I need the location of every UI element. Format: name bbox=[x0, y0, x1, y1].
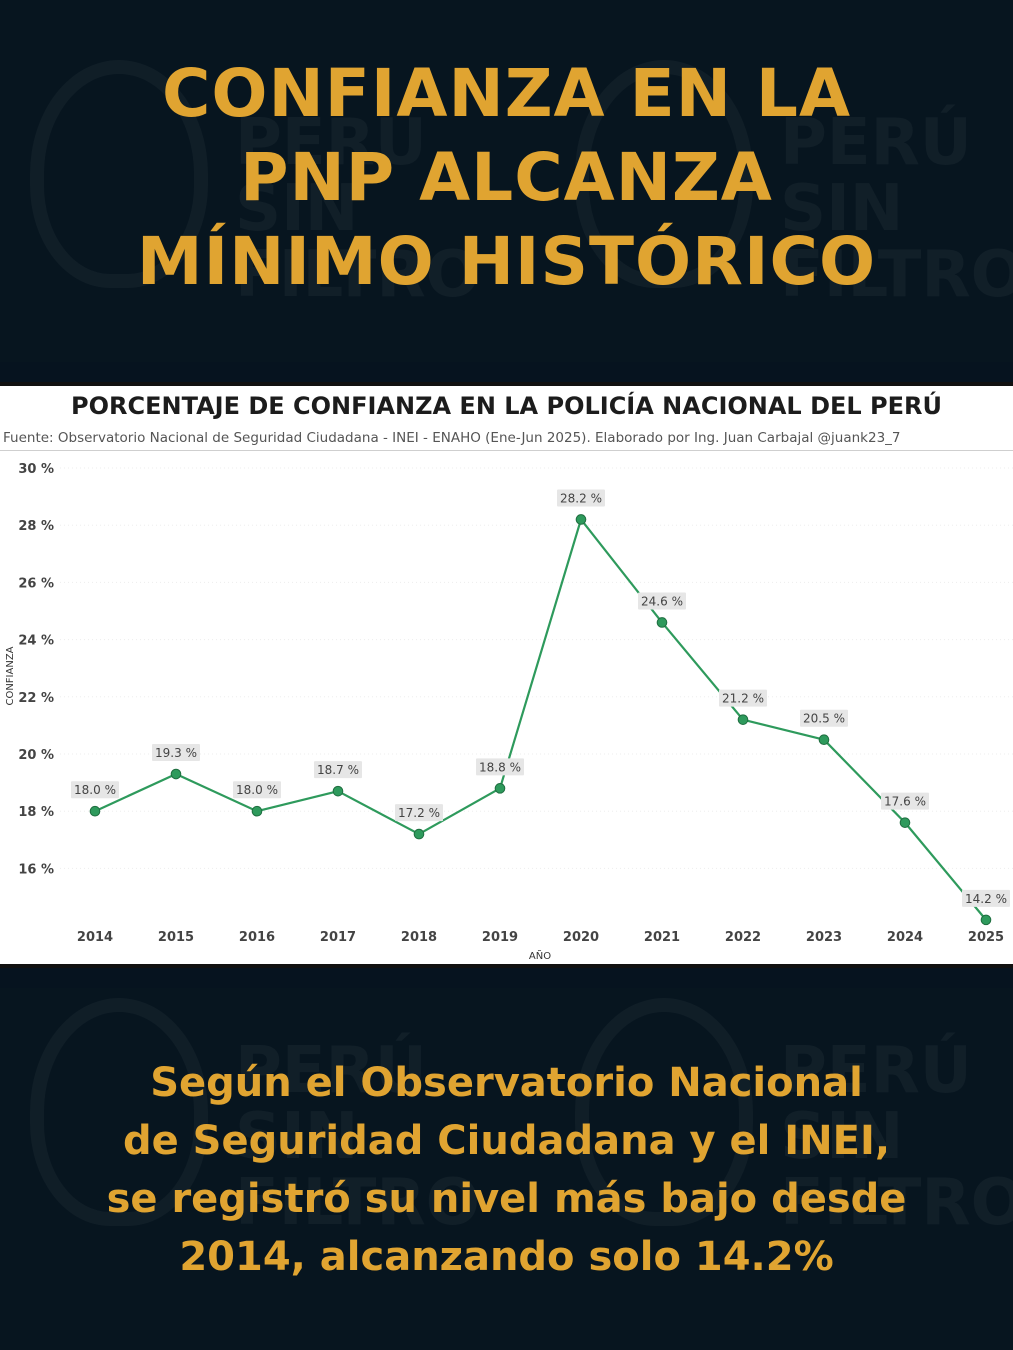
data-point bbox=[332, 785, 344, 797]
data-label: 18.0 % bbox=[74, 783, 116, 797]
y-axis-label: CONFIANZA bbox=[5, 646, 16, 705]
data-label: 18.8 % bbox=[479, 760, 521, 774]
data-point bbox=[170, 768, 182, 780]
data-label: 19.3 % bbox=[155, 746, 197, 760]
y-tick-label: 16 % bbox=[18, 862, 54, 877]
watermark-logo-left: PERÚ SIN FILTRO bbox=[235, 110, 480, 308]
data-label-bg bbox=[314, 761, 362, 779]
data-label: 24.6 % bbox=[641, 594, 683, 608]
data-label-bg bbox=[800, 709, 848, 727]
data-label-bg bbox=[395, 804, 443, 822]
data-label: 14.2 % bbox=[965, 892, 1007, 906]
y-tick-label: 22 % bbox=[18, 691, 54, 706]
x-tick-label: 2020 bbox=[563, 930, 599, 945]
caption-line-3: se registró su nivel más bajo desde bbox=[106, 1176, 907, 1222]
data-label-bg bbox=[71, 781, 119, 799]
data-label-bg bbox=[233, 781, 281, 799]
headline-line-1: CONFIANZA EN LA bbox=[161, 55, 852, 132]
x-tick-label: 2017 bbox=[320, 930, 356, 945]
watermark-logo-right-bottom: PERÚ SIN FILTRO bbox=[780, 1038, 1013, 1236]
watermark-logo-right: PERÚ SIN FILTRO bbox=[780, 110, 1013, 308]
x-tick-label: 2015 bbox=[158, 930, 194, 945]
caption-line-2: de Seguridad Ciudadana y el INEI, bbox=[122, 1118, 891, 1164]
data-label-bg bbox=[152, 744, 200, 762]
source-divider bbox=[0, 450, 1013, 451]
x-tick-label: 2021 bbox=[644, 930, 680, 945]
data-label: 20.5 % bbox=[803, 712, 845, 726]
headline-line-3: MÍNIMO HISTÓRICO bbox=[136, 223, 877, 300]
data-label: 21.2 % bbox=[722, 692, 764, 706]
data-label-bg bbox=[719, 689, 767, 707]
caption-line-4: 2014, alcanzando solo 14.2% bbox=[179, 1234, 834, 1280]
data-label-bg bbox=[881, 792, 929, 810]
data-point bbox=[413, 828, 425, 840]
y-tick-label: 20 % bbox=[18, 748, 54, 763]
data-label: 28.2 % bbox=[560, 491, 602, 505]
headline-line-2: PNP ALCANZA bbox=[240, 139, 773, 216]
headline: CONFIANZA EN LA PNP ALCANZA MÍNIMO HISTÓ… bbox=[0, 52, 1013, 304]
data-point bbox=[737, 714, 749, 725]
x-tick-label: 2024 bbox=[887, 930, 923, 945]
chart-title: PORCENTAJE DE CONFIANZA EN LA POLICÍA NA… bbox=[71, 392, 942, 420]
x-tick-label: 2023 bbox=[806, 930, 842, 945]
data-point bbox=[89, 805, 101, 817]
data-label: 17.2 % bbox=[398, 806, 440, 820]
data-label: 18.7 % bbox=[317, 763, 359, 777]
data-label-bg bbox=[476, 758, 524, 776]
series-line bbox=[94, 518, 987, 921]
data-label-bg bbox=[638, 592, 686, 610]
y-tick-label: 18 % bbox=[18, 805, 54, 820]
caption-line-1: Según el Observatorio Nacional bbox=[150, 1060, 863, 1106]
y-tick-label: 28 % bbox=[18, 519, 54, 534]
data-point bbox=[980, 914, 992, 926]
data-label: 18.0 % bbox=[236, 783, 278, 797]
data-label-bg bbox=[557, 489, 605, 507]
data-point bbox=[575, 514, 587, 525]
data-point bbox=[251, 805, 263, 817]
x-tick-label: 2019 bbox=[482, 930, 518, 945]
watermark-logo-left-bottom: PERÚ SIN FILTRO bbox=[235, 1038, 480, 1236]
data-point bbox=[818, 734, 830, 746]
y-tick-label: 24 % bbox=[18, 634, 54, 649]
caption: Según el Observatorio Nacional de Seguri… bbox=[0, 1054, 1013, 1286]
x-tick-label: 2014 bbox=[77, 930, 113, 945]
x-axis-label: AÑO bbox=[529, 949, 551, 962]
x-tick-label: 2018 bbox=[401, 930, 437, 945]
x-tick-label: 2016 bbox=[239, 930, 275, 945]
data-point bbox=[899, 817, 911, 828]
chart-source: Fuente: Observatorio Nacional de Segurid… bbox=[3, 430, 901, 446]
line-chart: 16 % 18 % 20 % 22 % 24 % 26 % 28 % 30 % CONFIANZ… bbox=[5, 462, 1013, 962]
data-point bbox=[656, 617, 668, 628]
data-label: 17.6 % bbox=[884, 795, 926, 809]
x-tick-label: 2025 bbox=[968, 930, 1004, 945]
x-tick-label: 2022 bbox=[725, 930, 761, 945]
y-tick-label: 30 % bbox=[18, 462, 54, 477]
data-label-bg bbox=[962, 889, 1010, 907]
chart-panel: PORCENTAJE DE CONFIANZA EN LA POLICÍA NA… bbox=[0, 382, 1013, 968]
headline-panel: PERÚ SIN FILTRO PERÚ SIN FILTRO CONFIANZ… bbox=[0, 0, 1013, 362]
data-point bbox=[494, 783, 506, 794]
caption-panel: PERÚ SIN FILTRO PERÚ SIN FILTRO Según el… bbox=[0, 988, 1013, 1350]
y-tick-label: 26 % bbox=[18, 576, 54, 591]
